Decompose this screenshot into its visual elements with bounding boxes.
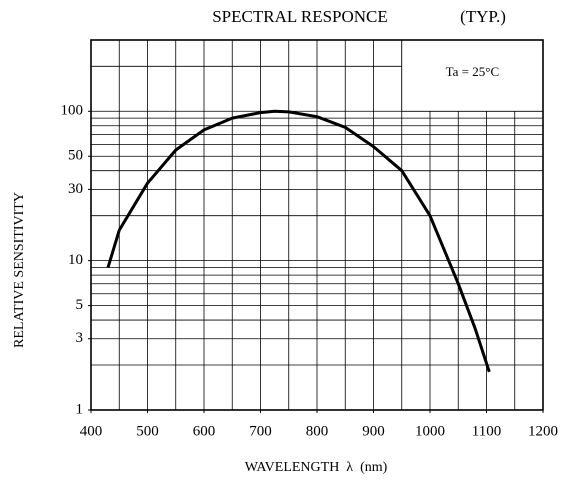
y-tick-label: 5	[76, 297, 84, 313]
x-axis-label: WAVELENGTH λ (nm)	[245, 460, 388, 475]
y-tick-label: 3	[76, 330, 84, 346]
y-tick-label: 50	[68, 148, 83, 164]
annotation-box	[401, 39, 544, 112]
x-tick-label: 600	[193, 423, 216, 439]
data-line	[106, 109, 491, 373]
x-tick-label: 1100	[472, 423, 501, 439]
x-tick-label: 1200	[528, 423, 558, 439]
x-tick-label: 500	[136, 423, 159, 439]
y-tick-label: 100	[61, 103, 84, 119]
y-axis-label: RELATIVE SENSITIVITY	[12, 192, 27, 348]
y-tick-label: 1	[76, 401, 84, 417]
chart-subtitle: (TYP.)	[460, 7, 506, 26]
y-tick-label: 10	[68, 252, 83, 268]
x-tick-label: 800	[306, 423, 329, 439]
x-tick-label: 700	[249, 423, 272, 439]
chart-title: SPECTRAL RESPONCE	[212, 7, 388, 26]
x-tick-label: 1000	[415, 423, 445, 439]
y-tick-label: 30	[68, 181, 83, 197]
annotation: Ta = 25°C	[446, 64, 500, 79]
x-tick-label: 900	[362, 423, 385, 439]
x-tick-label: 400	[80, 423, 103, 439]
